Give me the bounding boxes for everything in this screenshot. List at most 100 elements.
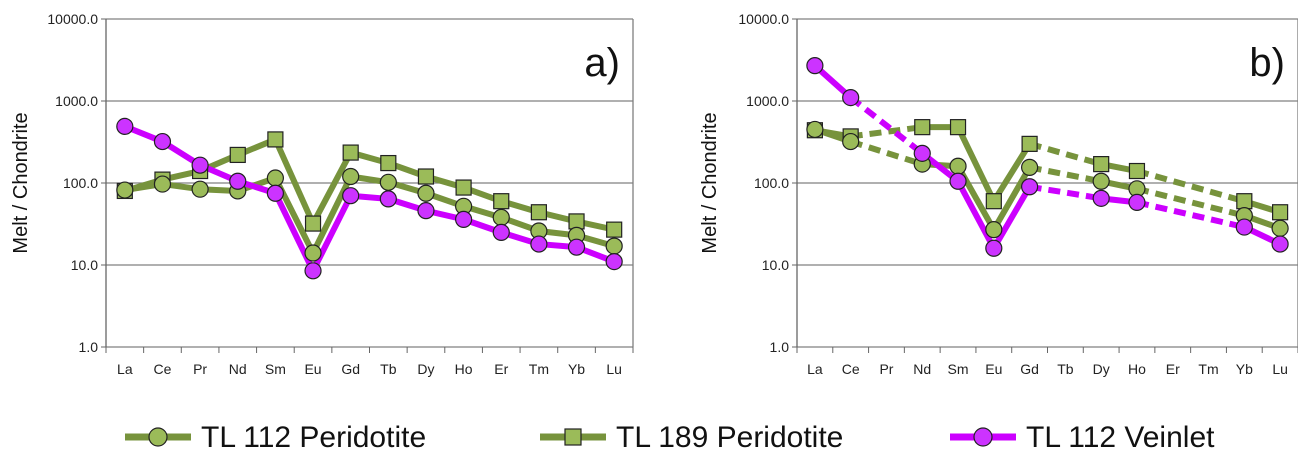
y-tick-label: 10.0 [762,257,789,273]
panel-b: 1.0 10.0 100.0 1000.0 10000.0 La Ce Pr Nd Sm Eu Gd T… [699,11,1298,377]
legend-label: TL 189 Peridotite [616,421,843,454]
x-tick-label: Sm [948,361,969,377]
series-line-segment [272,138,316,225]
data-point-square [914,119,931,136]
data-point-circle [455,210,473,228]
panel-label: a) [584,41,620,85]
data-point-square [1236,193,1253,210]
data-point-square [417,168,435,185]
data-point-square [1128,162,1146,180]
x-tick-label: Eu [304,361,321,377]
x-tick-label: Gd [1020,361,1039,377]
legend-marker-circle [148,427,168,447]
series-line-segment [310,175,354,255]
data-point-circle [1092,189,1110,207]
data-point-circle [605,253,623,271]
data-point-circle [304,244,322,262]
data-point-circle [949,157,967,175]
data-point-square [229,146,246,164]
series-line-segment [1029,164,1102,185]
legend-marker-square [564,428,582,446]
data-point-circle [842,132,860,151]
data-point-circle [567,238,586,256]
data-point-circle [191,156,209,174]
series-line-segment [849,138,924,167]
data-point-circle [605,237,623,255]
y-axis-title: Melt / Chondrite [699,112,721,253]
y-tick-label: 1.0 [79,339,99,355]
x-tick-label: Pr [879,361,893,377]
panel-a: 1.0 10.0 100.0 1000.0 10000.0 La Ce Pr Nd Sm Eu Gd T… [10,11,634,377]
x-tick-label: La [807,361,823,377]
x-tick-label: Er [1166,361,1180,377]
y-tick-label: 10.0 [71,257,98,273]
data-point-circle [1271,219,1289,237]
y-tick-label: 1000.0 [746,93,789,109]
data-point-circle [417,202,435,220]
data-point-circle [806,57,824,75]
data-point-square [530,204,547,221]
series-line-segment [991,165,1033,232]
data-point-circle [229,172,247,190]
data-point-square [380,154,397,172]
data-point-circle [1235,218,1253,236]
data-point-circle [1021,178,1039,196]
data-point-circle [1092,172,1110,190]
x-tick-label: Tb [380,361,397,377]
series-line-segment [848,95,925,156]
data-point-circle [116,117,134,136]
x-tick-label: Dy [1093,361,1110,377]
y-tick-label: 1000.0 [55,93,98,109]
data-point-circle [116,181,134,199]
data-point-circle [304,262,322,280]
data-point-square [1093,156,1110,173]
y-tick-label: 10000.0 [738,11,789,27]
data-point-circle [1021,158,1039,176]
x-tick-label: Ce [154,361,172,377]
series-line-segment [310,151,354,225]
data-point-circle [191,180,209,198]
series-line-segment [955,179,997,250]
data-point-square [267,131,284,148]
data-point-square [304,215,322,232]
legend: TL 112 Peridotite TL 189 Peridotite TL 112… [125,421,1215,454]
data-point-circle [266,169,284,187]
data-point-circle [153,175,172,193]
data-point-square [1272,204,1289,221]
x-tick-label: Tm [1198,361,1218,377]
data-point-circle [913,144,931,162]
data-point-square [985,193,1002,210]
x-tick-label: Ce [842,361,860,377]
data-point-square [342,144,359,161]
y-tick-label: 100.0 [63,175,98,191]
data-point-circle [492,223,510,241]
x-tick-label: Gd [341,361,360,377]
x-tick-label: Nd [229,361,247,377]
legend-label: TL 112 Veinlet [1026,421,1215,454]
y-tick-label: 10000.0 [47,11,98,27]
x-tick-label: Lu [606,361,622,377]
data-point-circle [342,167,360,186]
x-tick-label: Sm [265,361,286,377]
y-axis-title: Melt / Chondrite [10,112,32,253]
x-tick-label: La [117,361,133,377]
series-line-segment [1136,199,1245,231]
x-tick-label: Eu [985,361,1002,377]
x-tick-label: Nd [913,361,931,377]
data-point-circle [266,184,284,202]
series-line-segment [991,142,1033,203]
data-point-circle [379,190,397,208]
data-point-circle [379,173,397,191]
data-point-circle [985,221,1003,239]
x-tick-label: Ho [455,361,473,377]
data-point-circle [417,184,435,202]
series-line-segment [1136,168,1246,205]
y-tick-label: 1.0 [770,339,790,355]
series-line-segment [1136,185,1246,219]
data-point-circle [806,120,824,139]
data-point-circle [1128,193,1146,211]
panel-label: b) [1249,41,1285,85]
x-tick-label: Yb [1236,361,1253,377]
data-point-square [493,193,510,210]
